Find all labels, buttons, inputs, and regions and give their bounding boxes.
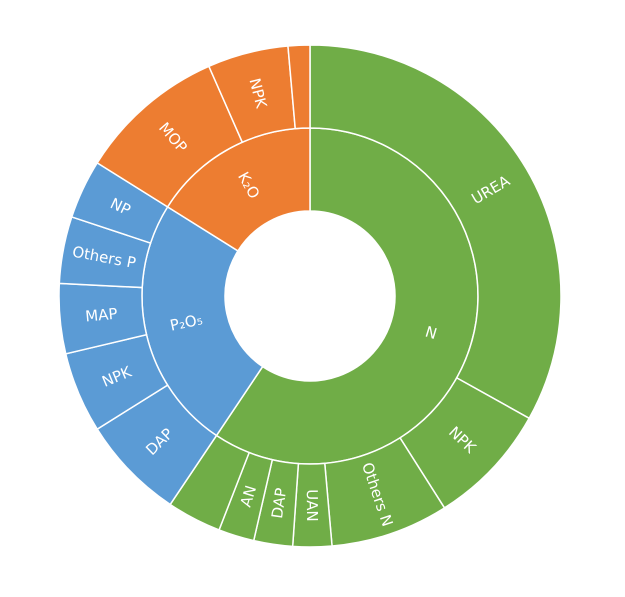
outer-label-n-an: AN bbox=[237, 483, 261, 509]
outer-label-n-uan: UAN bbox=[303, 489, 321, 522]
inner-label-n: N bbox=[423, 323, 439, 343]
chart-segments bbox=[58, 44, 562, 548]
outer-segment-n-urea bbox=[309, 44, 562, 420]
outer-label-p2o5-map: MAP bbox=[84, 305, 118, 326]
outer-label-n-dap: DAP bbox=[268, 487, 290, 520]
outer-segment-k2o-part-2 bbox=[287, 44, 311, 130]
